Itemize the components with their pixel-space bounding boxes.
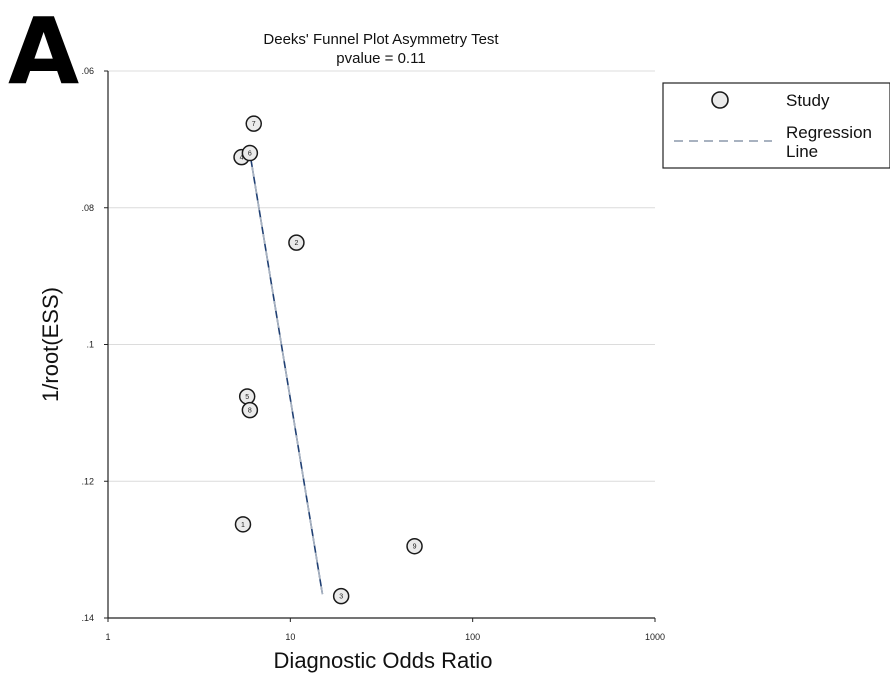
study-label: 9	[413, 544, 417, 551]
x-tick-label: 100	[465, 632, 480, 642]
legend: Study Regression Line	[662, 82, 890, 169]
chart-title: Deeks' Funnel Plot Asymmetry Test	[263, 31, 499, 48]
study-point: 9	[406, 537, 423, 555]
y-tick-label: .06	[81, 66, 94, 76]
x-tick-label: 1	[105, 632, 110, 642]
y-tick-label: .14	[81, 613, 94, 623]
study-label: 4	[240, 155, 244, 162]
regression-line-dashed	[249, 152, 324, 595]
legend-box	[662, 82, 890, 169]
legend-study-label: Study	[786, 91, 830, 110]
study-marker	[234, 516, 252, 533]
x-tick-label: 1000	[645, 632, 665, 642]
panel-label: A	[8, 0, 80, 105]
legend-study-marker	[711, 91, 729, 109]
study-marker	[241, 144, 259, 162]
study-point: 6	[241, 144, 259, 162]
study-label: 8	[248, 408, 252, 415]
study-label: 6	[248, 151, 252, 158]
chart-subtitle: pvalue = 0.11	[336, 50, 425, 67]
study-point: 3	[332, 587, 350, 605]
regression-line	[249, 152, 324, 595]
x-axis-label: Diagnostic Odds Ratio	[274, 648, 493, 673]
study-marker	[332, 587, 350, 605]
study-label: 3	[339, 594, 343, 601]
study-label: 5	[245, 394, 249, 401]
study-label: 2	[294, 240, 298, 247]
y-axis-ticks: .06 .08 .1 .12 .14	[81, 66, 94, 623]
y-tick-label: .1	[86, 340, 94, 350]
legend-regression-label: Regression Line	[786, 123, 872, 161]
y-tick-label: .08	[81, 203, 94, 213]
study-point: 1	[234, 516, 252, 533]
study-point: 8	[241, 401, 259, 419]
study-marker	[288, 234, 305, 251]
legend-regression-label-line: Regression	[786, 123, 872, 142]
legend-regression-label-line: Line	[786, 142, 818, 161]
study-label: 7	[252, 121, 256, 128]
x-tick-label: 10	[285, 632, 295, 642]
study-label: 1	[241, 522, 245, 529]
study-point: 7	[245, 115, 262, 132]
y-axis-label: 1/root(ESS)	[38, 287, 63, 402]
study-point: 2	[288, 234, 305, 251]
y-tick-label: .12	[81, 476, 94, 486]
study-marker	[245, 115, 262, 132]
x-axis-ticks: 1 10 100 1000	[105, 632, 665, 642]
study-marker	[241, 401, 259, 419]
axes	[104, 70, 656, 622]
study-point: 5	[238, 388, 256, 405]
gridlines	[108, 70, 655, 619]
study-points: 1 2 3 4 5 6 7 8 9	[233, 115, 423, 605]
study-marker	[406, 537, 423, 555]
